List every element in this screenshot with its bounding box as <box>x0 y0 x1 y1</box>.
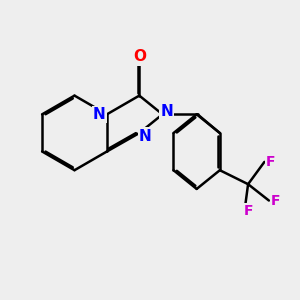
Text: N: N <box>160 104 173 119</box>
Text: F: F <box>271 194 280 208</box>
Text: F: F <box>266 155 276 169</box>
Text: O: O <box>133 50 146 64</box>
Text: N: N <box>93 107 106 122</box>
Text: N: N <box>139 128 152 143</box>
Text: F: F <box>243 204 253 218</box>
